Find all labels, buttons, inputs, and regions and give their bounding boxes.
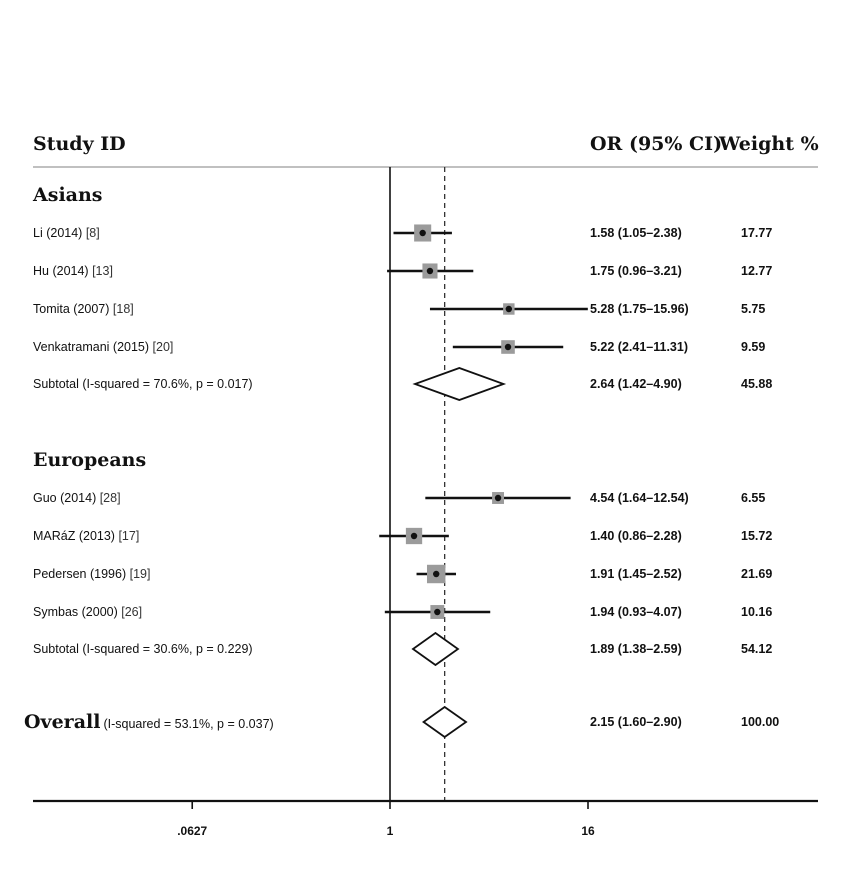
overall-label: Overall (I-squared = 53.1%, p = 0.037): [24, 711, 274, 733]
point-estimate: [504, 343, 512, 351]
or-ci-value: 1.75 (0.96–3.21): [590, 264, 682, 278]
or-ci-value: 1.40 (0.86–2.28): [590, 529, 682, 543]
weight-value: 5.75: [741, 302, 765, 316]
study-ref: [17]: [115, 529, 139, 543]
study-ref: [26]: [118, 605, 142, 619]
study-ref: [13]: [89, 264, 113, 278]
point-estimate: [434, 608, 441, 616]
or-ci-value: 5.28 (1.75–15.96): [590, 302, 689, 316]
study-name: Symbas (2000): [33, 605, 118, 619]
or-ci-value: 1.94 (0.93–4.07): [590, 605, 682, 619]
study-label: MARáZ (2013) [17]: [33, 529, 139, 543]
study-name: Venkatramani (2015): [33, 340, 149, 354]
overall-stats: (I-squared = 53.1%, p = 0.037): [103, 717, 273, 731]
subtotal-label: Subtotal (I-squared = 70.6%, p = 0.017): [33, 377, 253, 391]
x-tick-label: 1: [387, 824, 394, 838]
study-ref: [28]: [96, 491, 120, 505]
weight-value: 100.00: [741, 715, 779, 729]
study-label: Hu (2014) [13]: [33, 264, 113, 278]
weight-value: 12.77: [741, 264, 772, 278]
study-label: Symbas (2000) [26]: [33, 605, 142, 619]
or-ci-value: 1.58 (1.05–2.38): [590, 226, 682, 240]
weight-value: 54.12: [741, 642, 772, 656]
or-ci-value: 4.54 (1.64–12.54): [590, 491, 689, 505]
x-tick-label: .0627: [177, 824, 207, 838]
point-estimate: [494, 494, 502, 502]
or-ci-value: 5.22 (2.41–11.31): [590, 340, 688, 354]
study-name: MARáZ (2013): [33, 529, 115, 543]
study-label: Venkatramani (2015) [20]: [33, 340, 173, 354]
group-heading: Asians: [32, 184, 102, 206]
group-heading: Europeans: [33, 449, 146, 471]
study-ref: [20]: [149, 340, 173, 354]
study-name: Hu (2014): [33, 264, 89, 278]
point-estimate: [419, 229, 426, 237]
study-ref: [8]: [82, 226, 99, 240]
study-name: Li (2014): [33, 226, 82, 240]
or-ci-value: 1.89 (1.38–2.59): [590, 642, 682, 656]
point-estimate: [433, 570, 440, 578]
study-label: Tomita (2007) [18]: [33, 302, 134, 316]
study-ref: [19]: [126, 567, 150, 581]
point-estimate: [426, 267, 434, 275]
point-estimate: [505, 305, 513, 313]
study-label: Li (2014) [8]: [33, 226, 100, 240]
weight-value: 17.77: [741, 226, 772, 240]
header-study-id: Study ID: [33, 133, 126, 155]
weight-value: 10.16: [741, 605, 772, 619]
x-tick-label: 16: [581, 824, 595, 838]
header-weight: Weight %: [718, 133, 819, 155]
overall-diamond: [422, 705, 468, 739]
subtotal-label: Subtotal (I-squared = 30.6%, p = 0.229): [33, 642, 253, 656]
overall-title: Overall: [24, 711, 100, 733]
weight-value: 6.55: [741, 491, 765, 505]
study-label: Pedersen (1996) [19]: [33, 567, 150, 581]
point-estimate: [410, 532, 418, 540]
weight-value: 21.69: [741, 567, 772, 581]
study-name: Guo (2014): [33, 491, 96, 505]
or-ci-value: 2.64 (1.42–4.90): [590, 377, 682, 391]
or-ci-value: 2.15 (1.60–2.90): [590, 715, 682, 729]
weight-value: 9.59: [741, 340, 765, 354]
subtotal-diamond: [412, 367, 507, 401]
weight-value: 15.72: [741, 529, 772, 543]
weight-value: 45.88: [741, 377, 772, 391]
study-ref: [18]: [109, 302, 133, 316]
or-ci-value: 1.91 (1.45–2.52): [590, 567, 682, 581]
study-name: Tomita (2007): [33, 302, 109, 316]
study-label: Guo (2014) [28]: [33, 491, 121, 505]
header-or-ci: OR (95% CI): [590, 133, 722, 155]
study-name: Pedersen (1996): [33, 567, 126, 581]
subtotal-diamond: [411, 631, 460, 667]
